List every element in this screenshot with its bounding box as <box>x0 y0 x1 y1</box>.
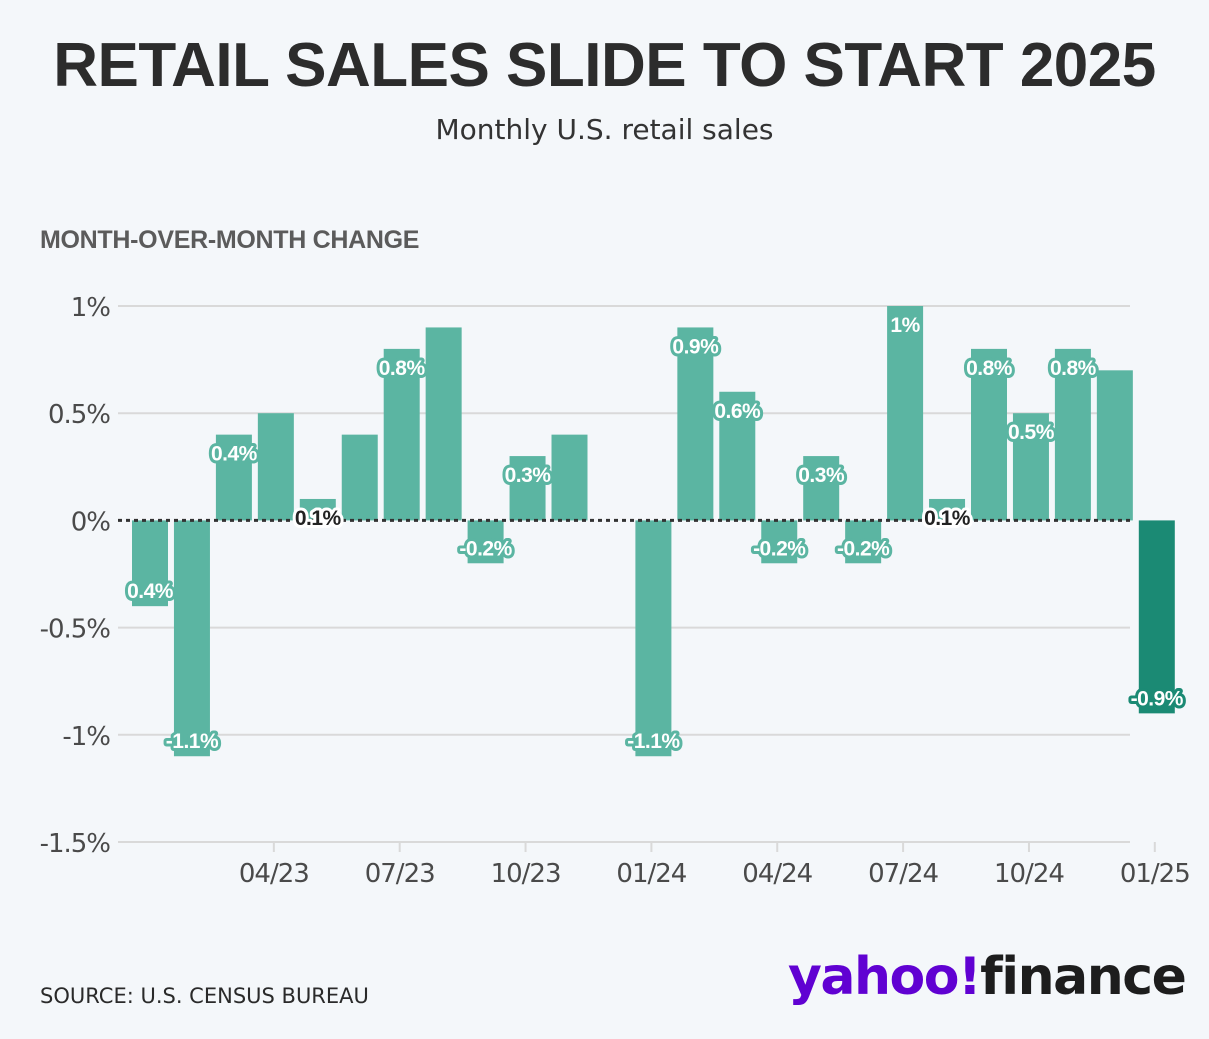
x-tick-label: 04/24 <box>742 859 812 889</box>
data-label: -0.9% <box>1131 687 1184 710</box>
data-label: 0.9% <box>672 335 719 358</box>
data-label: 0.8% <box>966 357 1013 380</box>
bar <box>1096 370 1133 521</box>
data-label: -0.2% <box>837 537 890 560</box>
y-tick-label: 0% <box>71 507 111 537</box>
data-label: 0.4% <box>127 580 174 603</box>
x-tick-label: 01/24 <box>616 859 686 889</box>
data-label: 0.5% <box>1008 421 1055 444</box>
bar <box>551 434 588 521</box>
bar <box>467 520 504 564</box>
logo-finance: finance <box>980 947 1187 1007</box>
bar <box>719 391 756 521</box>
data-label: 0.4% <box>211 443 258 466</box>
bar <box>132 520 168 607</box>
y-tick-label: 0.5% <box>48 400 110 430</box>
yahoo-finance-logo: yahoo!finance <box>788 947 1187 1007</box>
x-tick-label: 04/23 <box>239 859 309 889</box>
source-note: SOURCE: U.S. CENSUS BUREAU <box>40 984 369 1008</box>
bar <box>509 456 546 521</box>
bar <box>677 327 714 521</box>
data-label: 0.3% <box>505 464 552 487</box>
bar <box>845 520 882 564</box>
data-label: -1.1% <box>166 730 219 753</box>
x-tick-label: 10/24 <box>994 859 1064 889</box>
data-label: 0.8% <box>379 357 426 380</box>
bar <box>215 434 252 521</box>
y-tick-label: -1% <box>62 722 110 752</box>
bar <box>173 520 210 757</box>
bar <box>299 498 336 521</box>
bar <box>887 306 924 521</box>
data-label: 0.6% <box>714 400 761 423</box>
x-tick-label: 07/23 <box>365 859 435 889</box>
bar <box>803 456 840 521</box>
y-axis-label: MONTH-OVER-MONTH CHANGE <box>40 226 420 254</box>
data-label: 0.1% <box>295 507 342 530</box>
bar <box>1012 413 1049 521</box>
bar <box>425 327 462 521</box>
x-tick-label: 01/25 <box>1120 859 1190 889</box>
data-label: 0.1% <box>924 507 971 530</box>
x-tick-label: 07/24 <box>868 859 938 889</box>
data-label: -1.1% <box>627 730 680 753</box>
y-tick-label: -0.5% <box>40 615 111 645</box>
data-label: 0.8% <box>1050 357 1097 380</box>
data-label: 0.3% <box>798 464 845 487</box>
bar <box>257 413 294 521</box>
bar <box>341 434 378 521</box>
bar <box>929 498 966 521</box>
y-tick-label: 1% <box>71 293 111 323</box>
bar <box>1054 348 1091 521</box>
data-label: -0.2% <box>459 537 512 560</box>
bar <box>635 520 672 757</box>
bar <box>1138 520 1175 714</box>
bar <box>383 348 420 521</box>
x-tick-label: 10/23 <box>491 859 561 889</box>
bar <box>971 348 1007 521</box>
chart-subtitle: Monthly U.S. retail sales <box>435 113 774 146</box>
bar <box>761 520 798 564</box>
data-label: -0.2% <box>753 537 806 560</box>
y-tick-label: -1.5% <box>40 829 111 859</box>
data-label: 1% <box>890 314 920 337</box>
logo-yahoo: yahoo! <box>788 947 982 1007</box>
chart-title: RETAIL SALES SLIDE TO START 2025 <box>53 31 1156 100</box>
